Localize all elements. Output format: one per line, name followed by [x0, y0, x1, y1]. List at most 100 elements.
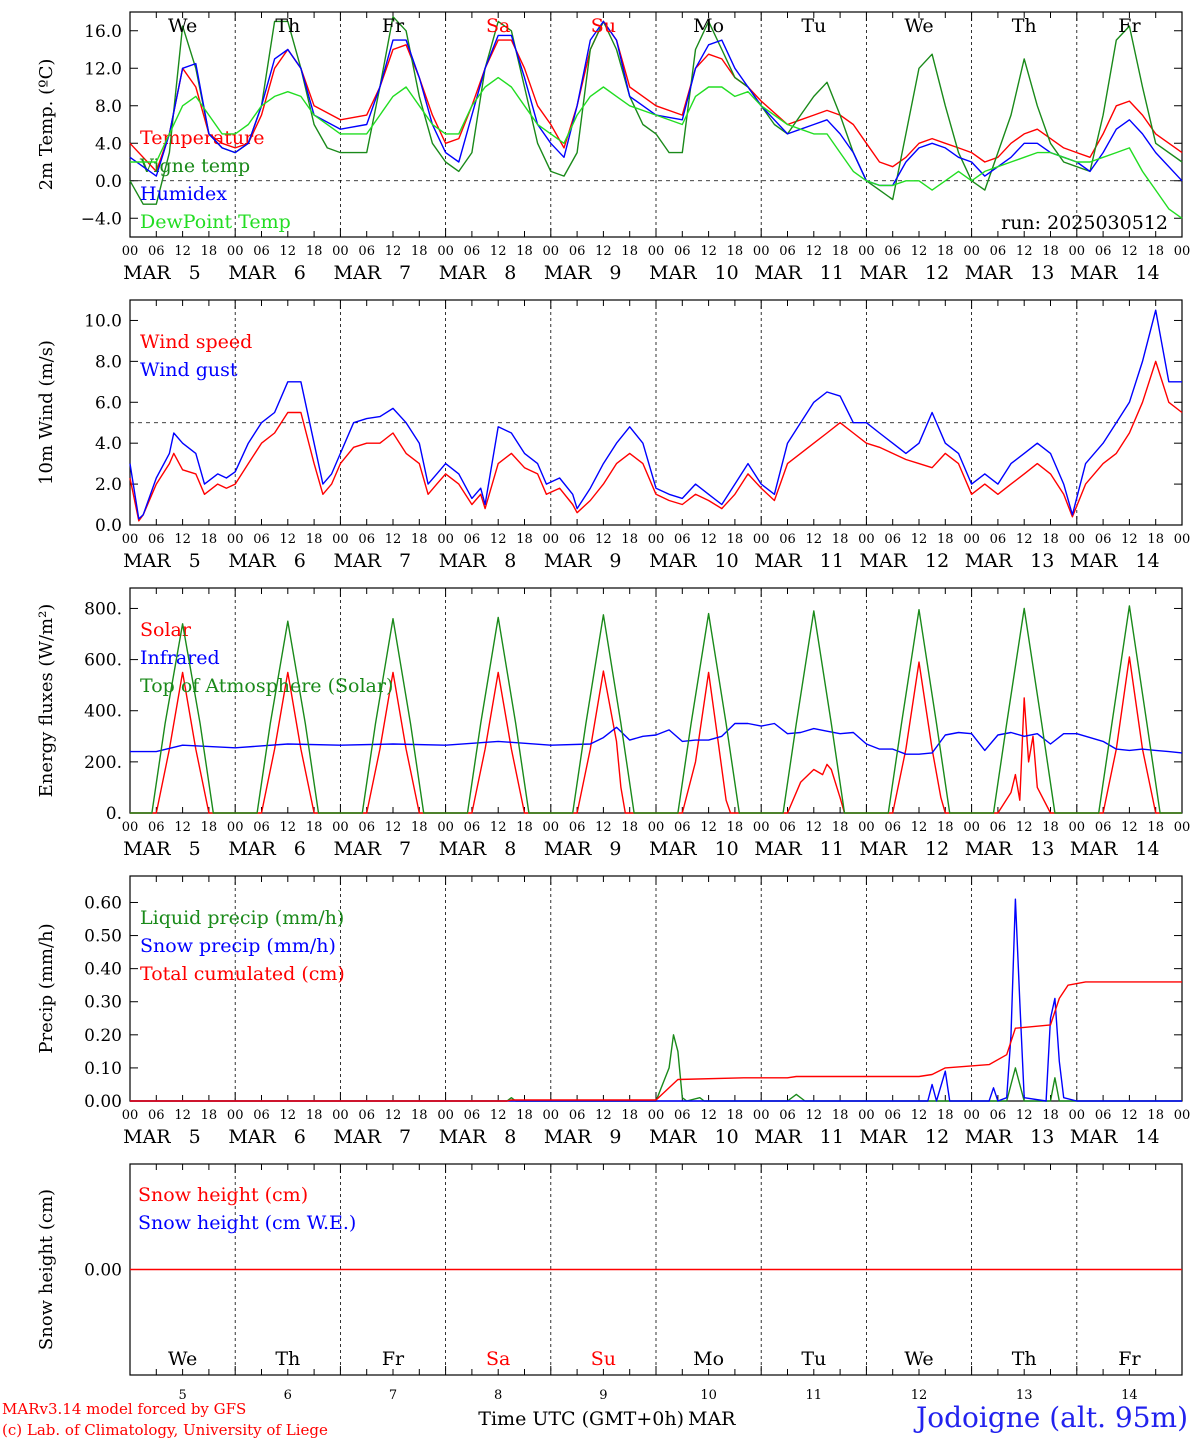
- hour-tick-label: 00: [753, 820, 770, 835]
- hour-tick-label: 18: [832, 1108, 849, 1123]
- date-day-label: 8: [504, 550, 516, 572]
- hour-tick-label: 06: [779, 532, 796, 547]
- hour-tick-label: 06: [358, 820, 375, 835]
- series-line-blue: [130, 898, 1182, 1102]
- hour-tick-label: 06: [253, 244, 270, 259]
- hour-tick-label: 12: [700, 820, 717, 835]
- hour-tick-label: 06: [779, 244, 796, 259]
- hour-tick-label: 12: [385, 244, 402, 259]
- date-day-label: 12: [925, 262, 949, 284]
- hour-tick-label: 18: [727, 1108, 744, 1123]
- hour-tick-label: 18: [306, 532, 323, 547]
- date-day-label: 14: [1135, 1126, 1159, 1148]
- date-month-label: MAR: [1070, 1126, 1118, 1148]
- hour-tick-label: 18: [937, 1108, 954, 1123]
- date-month-label: MAR: [965, 838, 1013, 860]
- date-day-label: 13: [1030, 1126, 1054, 1148]
- hour-tick-label: 18: [1147, 820, 1164, 835]
- date-day-label: 11: [820, 550, 844, 572]
- date-day-label: 14: [1121, 1388, 1138, 1403]
- hour-tick-label: 06: [884, 820, 901, 835]
- weekday-label: Fr: [1118, 1348, 1141, 1370]
- hour-tick-label: 00: [963, 820, 980, 835]
- hour-tick-label: 00: [753, 1108, 770, 1123]
- y-tick-label: 0.40: [84, 960, 122, 980]
- hour-tick-label: 00: [963, 1108, 980, 1123]
- hour-tick-label: 00: [122, 1108, 139, 1123]
- hour-tick-label: 06: [884, 244, 901, 259]
- date-day-label: 6: [294, 838, 306, 860]
- legend-entry: Top of Atmosphere (Solar): [140, 675, 393, 697]
- hour-tick-label: 00: [1174, 244, 1191, 259]
- hour-tick-label: 12: [595, 244, 612, 259]
- hour-tick-label: 00: [227, 244, 244, 259]
- weekday-label: Fr: [382, 1348, 405, 1370]
- hour-tick-label: 06: [674, 532, 691, 547]
- date-month-label: MAR: [334, 550, 382, 572]
- hour-tick-label: 00: [963, 532, 980, 547]
- hour-tick-label: 06: [674, 1108, 691, 1123]
- legend-entry: DewPoint Temp: [140, 211, 291, 233]
- date-day-label: 12: [911, 1388, 928, 1403]
- date-day-label: 10: [715, 838, 739, 860]
- y-tick-label: 16.0: [84, 22, 122, 42]
- date-month-label: MAR: [965, 262, 1013, 284]
- y-tick-label: −4.0: [81, 209, 122, 229]
- legend-entry: Liquid precip (mm/h): [140, 907, 344, 929]
- weekday-label: Su: [591, 15, 616, 37]
- date-day-label: 6: [294, 262, 306, 284]
- hour-tick-label: 18: [727, 244, 744, 259]
- date-day-label: 13: [1016, 1388, 1033, 1403]
- hour-tick-label: 06: [569, 244, 586, 259]
- hour-tick-label: 00: [227, 820, 244, 835]
- hour-tick-label: 06: [779, 1108, 796, 1123]
- hour-tick-label: 12: [174, 1108, 191, 1123]
- hour-tick-label: 18: [727, 820, 744, 835]
- hour-tick-label: 00: [543, 244, 560, 259]
- hour-tick-label: 18: [306, 244, 323, 259]
- hour-tick-label: 12: [385, 820, 402, 835]
- weekday-label: Su: [591, 1348, 616, 1370]
- hour-tick-label: 18: [516, 1108, 533, 1123]
- date-day-label: 7: [399, 262, 411, 284]
- date-month-label: MAR: [439, 838, 487, 860]
- panel-frame: [129, 11, 1183, 238]
- date-day-label: 13: [1030, 550, 1054, 572]
- hour-tick-label: 18: [1042, 820, 1059, 835]
- hour-tick-label: 12: [490, 820, 507, 835]
- date-month-label: MAR: [1070, 550, 1118, 572]
- date-month-label: MAR: [228, 262, 276, 284]
- panel-2: 10.0 8.0 6.0 4.0 2.0 0.0 10m Wind (m/s) Wind sp…: [36, 299, 1190, 572]
- y-tick-label: 8.0: [95, 97, 122, 117]
- hour-tick-label: 18: [411, 244, 428, 259]
- hour-tick-label: 06: [569, 532, 586, 547]
- y-tick-label: 0.60: [84, 893, 122, 913]
- y-axis-label: Energy fluxes (W/m²): [36, 604, 57, 798]
- series-line-blue: [129, 309, 1182, 520]
- date-day-label: 8: [504, 1126, 516, 1148]
- panel-3: 800. 600. 400. 200. 0. Energy fluxes (W/m²) So…: [36, 587, 1190, 860]
- hour-tick-label: 00: [227, 1108, 244, 1123]
- date-day-label: 12: [925, 1126, 949, 1148]
- date-day-label: 6: [294, 550, 306, 572]
- hour-tick-label: 06: [1095, 820, 1112, 835]
- date-day-label: 5: [189, 838, 201, 860]
- date-day-label: 13: [1030, 838, 1054, 860]
- hour-tick-label: 00: [1069, 244, 1086, 259]
- hour-tick-label: 00: [437, 244, 454, 259]
- hour-tick-label: 12: [806, 532, 823, 547]
- hour-tick-label: 18: [1147, 532, 1164, 547]
- weekday-label: We: [904, 15, 933, 37]
- hour-tick-label: 00: [332, 532, 349, 547]
- date-day-label: 9: [609, 838, 621, 860]
- station-label: Jodoigne (alt. 95m): [913, 1401, 1188, 1434]
- date-day-label: 10: [715, 262, 739, 284]
- hour-tick-label: 00: [437, 1108, 454, 1123]
- hour-tick-label: 06: [148, 532, 165, 547]
- hour-tick-label: 06: [464, 532, 481, 547]
- date-month-label: MAR: [439, 262, 487, 284]
- y-axis-label: Snow height (cm): [36, 1189, 57, 1350]
- weekday-label: Fr: [382, 15, 405, 37]
- weekday-label: Fr: [1118, 15, 1141, 37]
- hour-tick-label: 06: [990, 244, 1007, 259]
